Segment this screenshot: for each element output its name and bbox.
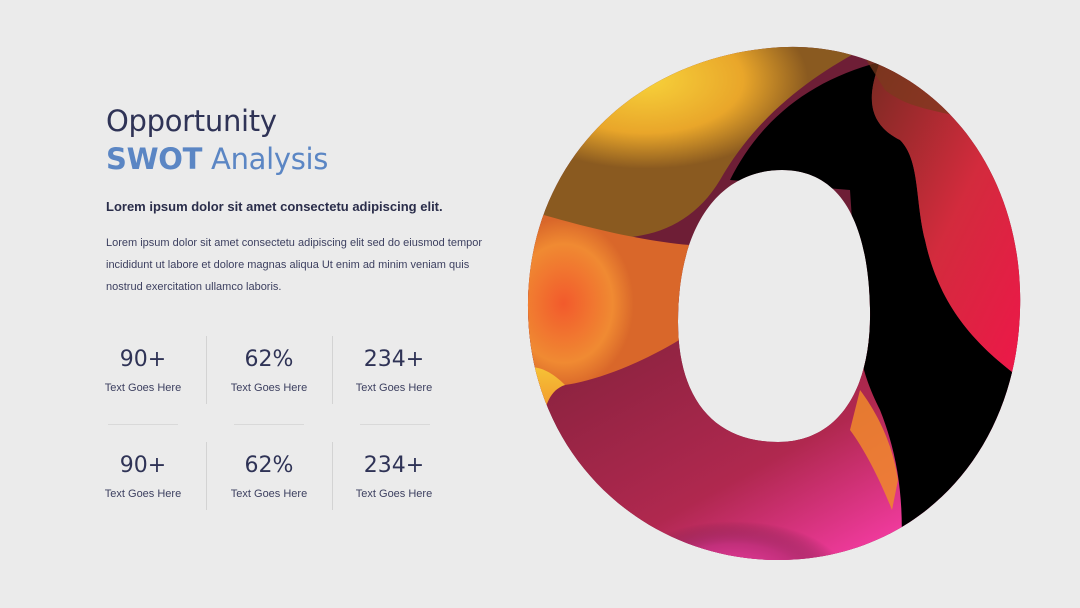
column-divider (206, 336, 207, 404)
stat-label: Text Goes Here (104, 382, 182, 394)
stat-value: 90+ (119, 453, 167, 478)
stat-label: Text Goes Here (104, 488, 182, 500)
row-divider (234, 424, 304, 425)
stat-item: 90+ Text Goes Here (80, 346, 206, 394)
stat-item: 62% Text Goes Here (206, 346, 332, 394)
stat-label: Text Goes Here (355, 382, 433, 394)
stat-item: 90+ Text Goes Here (80, 452, 206, 500)
title-swot-analysis: SWOT Analysis (106, 142, 328, 176)
row-divider (360, 424, 430, 425)
letter-o-gradient-graphic (520, 40, 1030, 568)
stat-label: Text Goes Here (230, 382, 308, 394)
subheading: Lorem ipsum dolor sit amet consectetu ad… (106, 199, 443, 214)
stat-value: 90+ (119, 347, 167, 372)
stat-value: 234+ (363, 453, 425, 478)
title-opportunity: Opportunity (106, 104, 277, 138)
stat-item: 234+ Text Goes Here (331, 452, 457, 500)
column-divider (332, 442, 333, 510)
stat-label: Text Goes Here (230, 488, 308, 500)
row-divider (108, 424, 178, 425)
stat-label: Text Goes Here (355, 488, 433, 500)
column-divider (206, 442, 207, 510)
title-analysis: Analysis (202, 142, 329, 176)
stat-item: 62% Text Goes Here (206, 452, 332, 500)
column-divider (332, 336, 333, 404)
stat-value: 234+ (363, 347, 425, 372)
title-swot-bold: SWOT (106, 142, 203, 176)
stat-value: 62% (244, 347, 294, 372)
body-paragraph: Lorem ipsum dolor sit amet consectetu ad… (106, 237, 483, 293)
stat-value: 62% (244, 453, 294, 478)
stat-item: 234+ Text Goes Here (331, 346, 457, 394)
